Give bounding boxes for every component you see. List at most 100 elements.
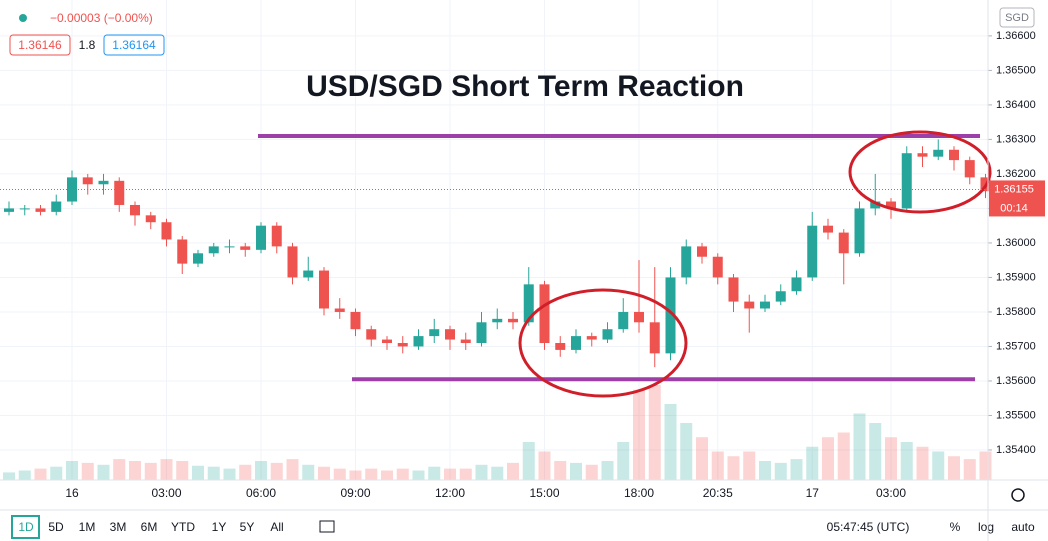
volume-bar (302, 464, 315, 480)
volume-bar (743, 451, 756, 480)
candle-body (319, 270, 329, 309)
y-tick-label: 1.35900 (996, 271, 1036, 283)
range-active[interactable] (11, 515, 40, 539)
settings-icon[interactable] (1011, 488, 1025, 502)
volume-bar (759, 461, 771, 480)
range-button[interactable]: 5D (48, 520, 64, 534)
currency-box[interactable] (999, 7, 1035, 28)
candle-body (539, 284, 550, 344)
candle-body (838, 232, 849, 254)
bid-box[interactable] (9, 34, 71, 56)
range-button[interactable]: 6M (141, 520, 158, 534)
range-button[interactable]: YTD (171, 520, 195, 534)
candle-body (161, 222, 172, 240)
y-tick-label: 1.36000 (996, 237, 1036, 249)
candle-body (366, 329, 377, 340)
x-tick-label: 03:00 (876, 486, 906, 500)
candle-body (145, 215, 156, 223)
candle-body (460, 339, 471, 344)
y-tick-label: 1.36600 (996, 30, 1036, 42)
volume-bar (507, 462, 519, 480)
y-tick-label: 1.36500 (996, 64, 1036, 76)
candle-body (334, 308, 345, 312)
y-tick-label: 1.35600 (996, 375, 1036, 387)
candle-body (728, 277, 739, 302)
bid[interactable]: 1.36146 (18, 38, 62, 52)
candle-body (350, 311, 361, 330)
candle-body (382, 339, 392, 344)
candle-body (445, 329, 455, 340)
volume-bar (822, 437, 834, 480)
candle-body (697, 246, 707, 257)
volume-bar (963, 459, 976, 480)
volume-bar (207, 466, 220, 480)
candle-body (19, 208, 30, 210)
candle-body (807, 225, 818, 278)
volume-bar (601, 461, 614, 480)
range-button[interactable]: 1M (79, 520, 96, 534)
volume-bar (711, 451, 724, 480)
volume-bar (979, 451, 992, 480)
x-tick-label: 16 (65, 486, 79, 500)
range-button[interactable]: 1D (18, 520, 34, 534)
range-button[interactable]: 5Y (240, 520, 255, 534)
scale-option[interactable]: log (978, 520, 994, 534)
last-price-box (989, 180, 1045, 217)
x-tick-label: 20:35 (703, 486, 733, 500)
range-button[interactable]: 1Y (212, 520, 227, 534)
y-tick-label: 1.36300 (996, 133, 1036, 145)
candle-body (240, 246, 251, 250)
candle-body (177, 239, 188, 264)
range-button[interactable]: 3M (110, 520, 127, 534)
date-range-icon[interactable] (319, 520, 335, 533)
candle-body (130, 204, 140, 216)
candle-body (791, 277, 802, 292)
volume-bar (270, 462, 283, 480)
spread: 1.8 (79, 38, 96, 52)
volume-bar (869, 423, 882, 480)
candle-body (492, 318, 503, 323)
volume-bar (192, 465, 204, 480)
x-tick-label: 18:00 (624, 486, 654, 500)
candle-body (413, 336, 424, 347)
x-tick-label: 09:00 (340, 486, 370, 500)
volume-bar (790, 459, 803, 480)
volume-bar (97, 464, 110, 480)
change: −0.00003 (−0.00%) (50, 11, 153, 25)
volume-bar (585, 464, 598, 480)
candle-body (744, 301, 755, 309)
highlight-ellipse (848, 130, 992, 214)
candle-body (193, 253, 203, 264)
candle-body (523, 284, 534, 323)
candle-body (681, 246, 692, 278)
x-tick-label: 06:00 (246, 486, 276, 500)
volume-bar (160, 459, 173, 480)
volume-bar (34, 468, 47, 480)
candle-body (870, 201, 881, 209)
ask[interactable]: 1.36164 (112, 38, 156, 52)
scale-option[interactable]: auto (1011, 520, 1035, 534)
volume-bar (680, 423, 693, 480)
volume-bar (444, 468, 456, 480)
volume-bar (318, 466, 330, 480)
volume-bar (333, 468, 346, 480)
x-tick-label: 12:00 (435, 486, 465, 500)
last-price-label: 1.36155 (994, 183, 1034, 195)
volume-bar (491, 466, 504, 480)
candle-body (429, 329, 440, 337)
volume-bar (774, 462, 787, 480)
ask-box[interactable] (103, 34, 165, 56)
candle-body (854, 208, 865, 254)
candle-body (256, 225, 266, 250)
candle-body (508, 318, 518, 323)
clock: 05:47:45 (UTC) (827, 520, 910, 534)
currency[interactable]: SGD (1005, 12, 1029, 24)
candle-body (224, 246, 235, 248)
range-button[interactable]: All (270, 520, 283, 534)
y-tick-label: 1.36200 (996, 168, 1036, 180)
scale-option[interactable]: % (950, 520, 961, 534)
chart-title: USD/SGD Short Term Reaction (306, 70, 744, 103)
candle-body (476, 322, 487, 344)
